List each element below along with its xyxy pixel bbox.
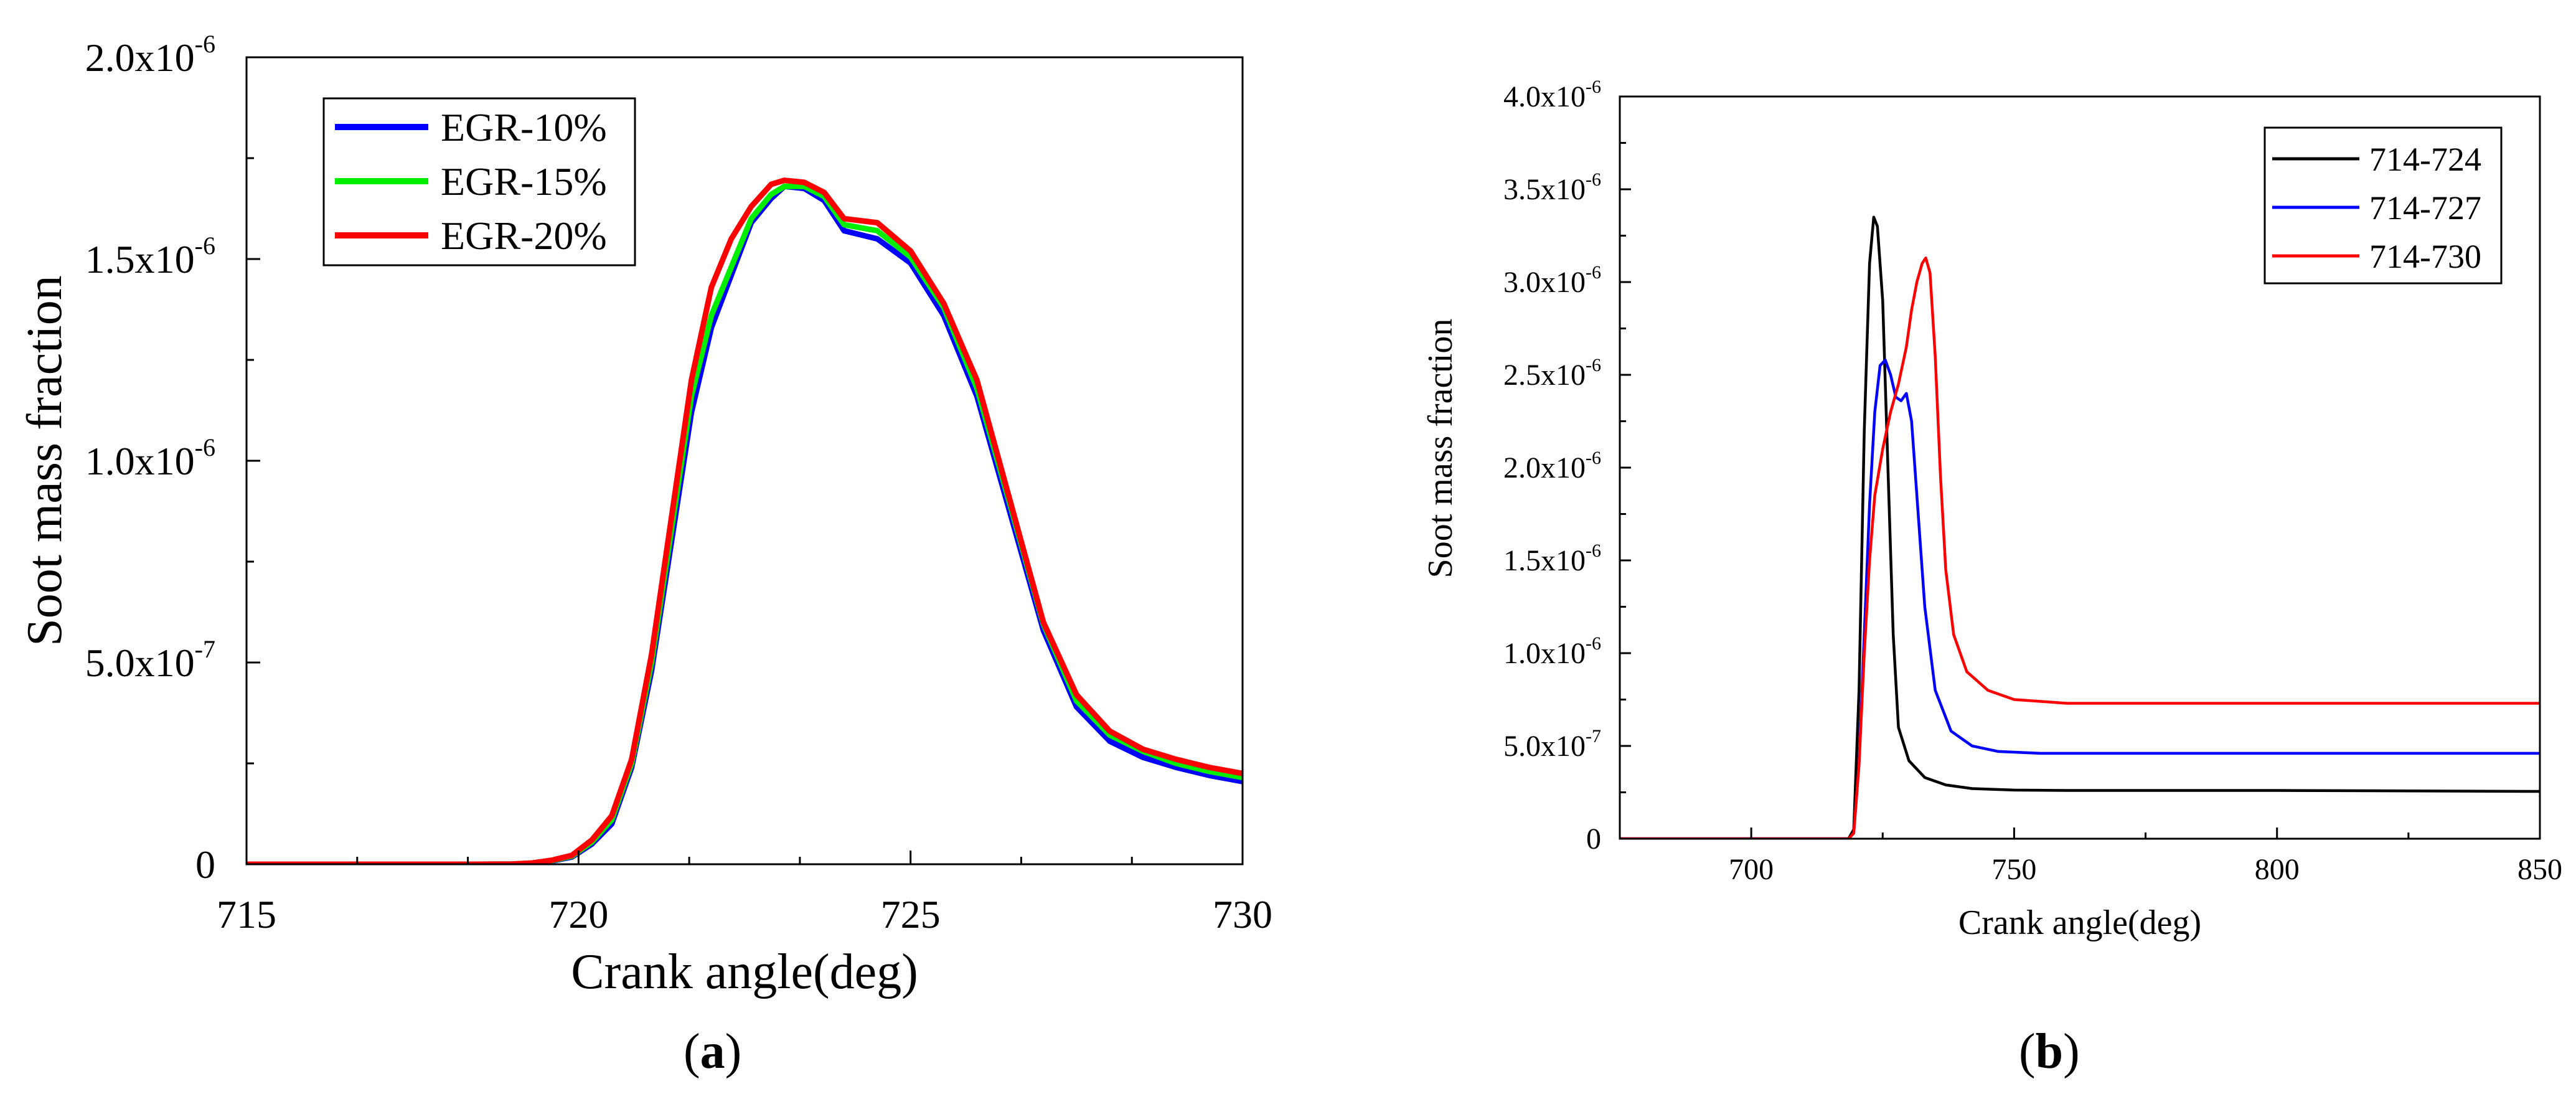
chart-b-y-axis-title: Soot mass fraction	[1421, 319, 1460, 578]
chart-b-x-axis-title: Crank angle(deg)	[1958, 903, 2201, 942]
chart-a-x-axis: 715 720 725 730	[217, 851, 1272, 936]
chart-b-y-tick-label: 0	[1586, 823, 1601, 856]
chart-b-y-tick-label: 2.0x10-6	[1503, 448, 1601, 484]
chart-a-panel-letter: a	[700, 1024, 725, 1079]
chart-a-series-lines	[247, 177, 1243, 864]
chart-b-legend-label-714-730: 714-730	[2369, 238, 2481, 275]
chart-b-x-tick-label: 800	[2255, 853, 2300, 886]
chart-b-x-tick-label: 750	[1991, 853, 2036, 886]
chart-a-series-egr-10-	[247, 183, 1243, 864]
chart-b-y-tick-label: 2.5x10-6	[1503, 355, 1601, 392]
chart-a-x-tick-label: 730	[1213, 892, 1272, 936]
chart-a-legend: EGR-10% EGR-15% EGR-20%	[322, 97, 636, 266]
chart-b-y-tick-label: 3.5x10-6	[1503, 169, 1601, 206]
chart-b-series-lines	[1620, 215, 2540, 839]
chart-a-x-tick-label: 715	[217, 892, 276, 936]
chart-b-y-tick-label: 1.0x10-6	[1503, 633, 1601, 670]
chart-a-y-tick-label: 1.5x10-6	[85, 232, 215, 281]
chart-b-x-axis: 700 750 800 850	[1619, 828, 2562, 886]
chart-b-x-tick-label: 700	[1729, 853, 1774, 886]
chart-a-y-axis-title: Soot mass fraction	[17, 275, 72, 646]
chart-b-y-tick-label: 1.5x10-6	[1503, 540, 1601, 577]
chart-b-series-714-724	[1620, 215, 2540, 839]
chart-a-x-tick-label: 720	[548, 892, 608, 936]
chart-b-legend: 714-724 714-727 714-730	[2263, 126, 2503, 285]
chart-a-y-tick-label: 0	[195, 842, 215, 887]
chart-a-y-tick-label: 2.0x10-6	[85, 30, 215, 80]
chart-b-legend-label-714-727: 714-727	[2369, 189, 2481, 227]
chart-b-y-tick-label: 4.0x10-6	[1503, 77, 1601, 113]
chart-a-panel-label: (a)	[684, 1024, 741, 1079]
chart-a: 715 720 725 730 0 5.0x10-7 1.0x10-6 1.5x10-6 2.…	[17, 30, 1272, 1079]
chart-b-panel-label: (b)	[2019, 1024, 2080, 1079]
chart-b: 700 750 800 850 0 5.0x10-7 1.0x10-6 1.5x10-6 2.…	[1421, 77, 2562, 1079]
chart-a-legend-label-egr-15: EGR-15%	[441, 159, 607, 204]
chart-b-y-tick-label: 3.0x10-6	[1503, 262, 1601, 299]
chart-a-x-axis-title: Crank angle(deg)	[571, 945, 918, 999]
chart-a-y-axis: 0 5.0x10-7 1.0x10-6 1.5x10-6 2.0x10-6	[85, 30, 260, 887]
chart-b-y-axis: 0 5.0x10-7 1.0x10-6 1.5x10-6 2.0x10-6 2.5x10-…	[1503, 77, 1631, 856]
chart-b-y-tick-label: 5.0x10-7	[1503, 726, 1601, 763]
chart-a-x-tick-label: 725	[881, 892, 941, 936]
chart-b-panel-letter: b	[2036, 1024, 2064, 1079]
chart-a-legend-label-egr-20: EGR-20%	[441, 214, 607, 258]
chart-b-series-714-730	[1620, 257, 2540, 839]
chart-a-legend-label-egr-10: EGR-10%	[441, 105, 607, 149]
chart-a-y-tick-label: 5.0x10-7	[85, 635, 215, 685]
chart-b-series-714-727	[1620, 358, 2540, 839]
chart-a-series-egr-15-	[247, 183, 1243, 864]
chart-b-legend-label-714-724: 714-724	[2369, 141, 2481, 178]
chart-a-series-egr-20-	[247, 177, 1243, 864]
chart-a-y-tick-label: 1.0x10-6	[85, 433, 215, 483]
chart-b-x-tick-label: 850	[2517, 853, 2562, 886]
